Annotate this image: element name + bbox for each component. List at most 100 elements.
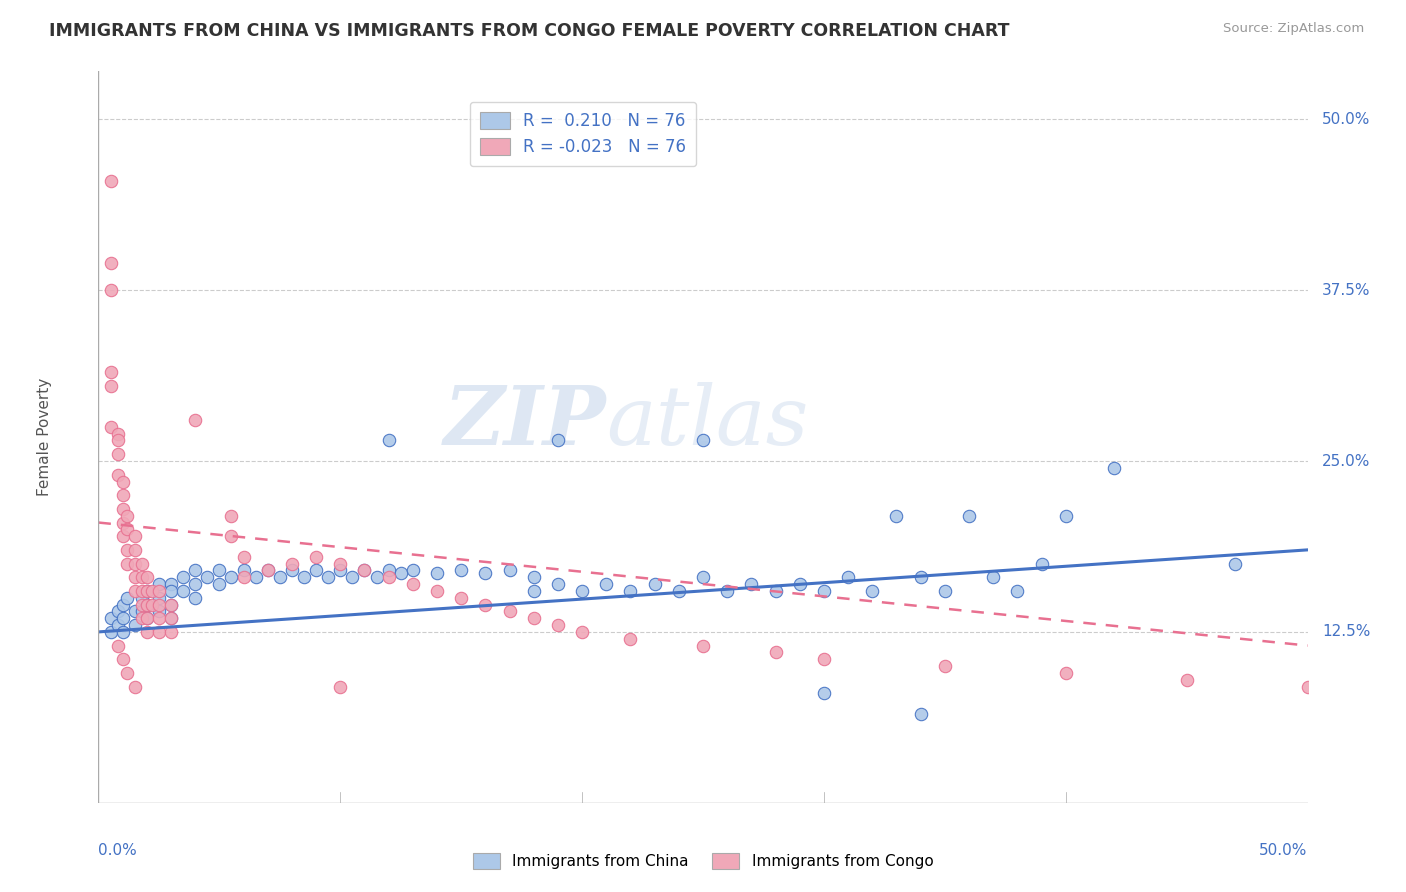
Point bbox=[208, 563, 231, 577]
Point bbox=[160, 598, 183, 612]
Point bbox=[342, 570, 364, 584]
Point bbox=[100, 283, 122, 297]
Point bbox=[1031, 557, 1053, 571]
Point bbox=[789, 577, 811, 591]
Point bbox=[886, 508, 908, 523]
Point bbox=[595, 577, 617, 591]
Point bbox=[100, 379, 122, 393]
Point bbox=[184, 413, 207, 427]
Point bbox=[402, 577, 425, 591]
Point bbox=[135, 624, 157, 639]
Point bbox=[692, 434, 714, 448]
Point bbox=[172, 570, 194, 584]
Point bbox=[547, 434, 569, 448]
Point bbox=[117, 522, 139, 536]
Point bbox=[305, 563, 328, 577]
Point bbox=[135, 611, 157, 625]
Point bbox=[124, 557, 146, 571]
Point bbox=[329, 557, 352, 571]
Point bbox=[100, 365, 122, 379]
Point bbox=[124, 618, 146, 632]
Point bbox=[135, 583, 157, 598]
Point bbox=[221, 570, 243, 584]
Point bbox=[148, 583, 170, 598]
Point bbox=[232, 549, 254, 564]
Point bbox=[107, 604, 129, 618]
Point bbox=[498, 563, 520, 577]
Text: Source: ZipAtlas.com: Source: ZipAtlas.com bbox=[1223, 22, 1364, 36]
Point bbox=[208, 577, 231, 591]
Point bbox=[523, 583, 546, 598]
Text: 0.0%: 0.0% bbox=[98, 843, 138, 858]
Point bbox=[402, 563, 425, 577]
Point bbox=[160, 611, 183, 625]
Point bbox=[474, 566, 496, 581]
Point bbox=[195, 570, 218, 584]
Point bbox=[1007, 583, 1029, 598]
Point bbox=[571, 583, 593, 598]
Point bbox=[117, 508, 139, 523]
Point bbox=[256, 563, 278, 577]
Point bbox=[131, 611, 153, 625]
Point bbox=[107, 467, 129, 482]
Point bbox=[329, 563, 352, 577]
Point bbox=[668, 583, 690, 598]
Point bbox=[765, 645, 787, 659]
Point bbox=[131, 557, 153, 571]
Point bbox=[366, 570, 388, 584]
Point bbox=[124, 542, 146, 557]
Point bbox=[117, 557, 139, 571]
Point bbox=[450, 591, 472, 605]
Point bbox=[135, 583, 157, 598]
Point bbox=[131, 598, 153, 612]
Point bbox=[141, 598, 163, 612]
Point bbox=[111, 501, 134, 516]
Point bbox=[148, 577, 170, 591]
Point bbox=[389, 566, 412, 581]
Point bbox=[135, 611, 157, 625]
Point bbox=[256, 563, 278, 577]
Point bbox=[184, 577, 207, 591]
Point bbox=[353, 563, 375, 577]
Point bbox=[148, 624, 170, 639]
Point bbox=[716, 583, 738, 598]
Text: ZIP: ZIP bbox=[444, 383, 606, 462]
Legend: Immigrants from China, Immigrants from Congo: Immigrants from China, Immigrants from C… bbox=[467, 847, 939, 875]
Point bbox=[353, 563, 375, 577]
Point bbox=[837, 570, 859, 584]
Point bbox=[160, 598, 183, 612]
Point bbox=[281, 557, 304, 571]
Point bbox=[957, 508, 980, 523]
Point bbox=[124, 570, 146, 584]
Point bbox=[100, 624, 122, 639]
Point bbox=[934, 659, 956, 673]
Point bbox=[160, 583, 183, 598]
Point bbox=[305, 549, 328, 564]
Point bbox=[1102, 460, 1125, 475]
Point bbox=[498, 604, 520, 618]
Point bbox=[426, 583, 449, 598]
Point bbox=[450, 563, 472, 577]
Point bbox=[377, 563, 399, 577]
Point bbox=[1223, 557, 1246, 571]
Point bbox=[910, 570, 932, 584]
Point bbox=[426, 566, 449, 581]
Point bbox=[547, 618, 569, 632]
Point bbox=[740, 577, 762, 591]
Point bbox=[111, 598, 134, 612]
Point bbox=[316, 570, 339, 584]
Point bbox=[692, 570, 714, 584]
Point bbox=[141, 583, 163, 598]
Point bbox=[111, 529, 134, 543]
Point bbox=[910, 706, 932, 721]
Point bbox=[474, 598, 496, 612]
Point bbox=[1054, 665, 1077, 680]
Point bbox=[148, 591, 170, 605]
Point bbox=[107, 639, 129, 653]
Point bbox=[111, 516, 134, 530]
Point bbox=[111, 611, 134, 625]
Text: IMMIGRANTS FROM CHINA VS IMMIGRANTS FROM CONGO FEMALE POVERTY CORRELATION CHART: IMMIGRANTS FROM CHINA VS IMMIGRANTS FROM… bbox=[49, 22, 1010, 40]
Point bbox=[107, 447, 129, 461]
Point bbox=[523, 611, 546, 625]
Point bbox=[131, 604, 153, 618]
